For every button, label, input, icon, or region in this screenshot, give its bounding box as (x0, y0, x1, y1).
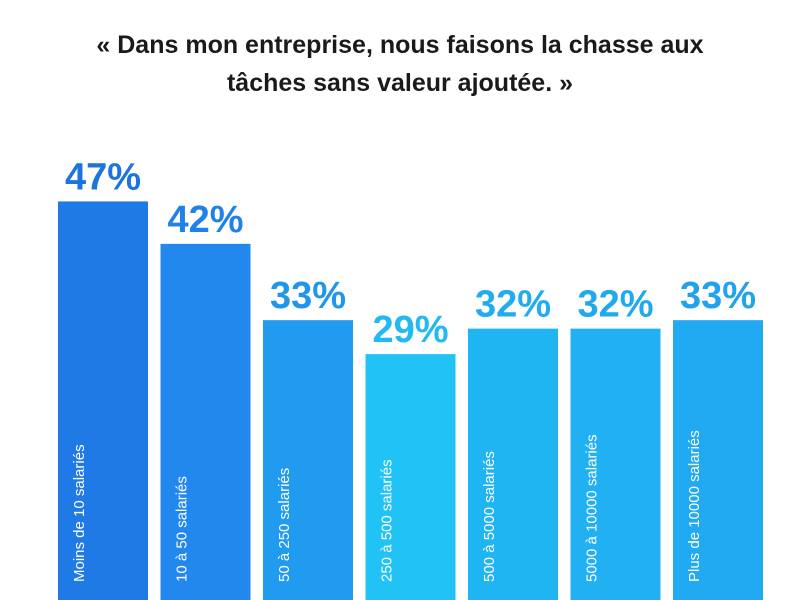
value-label-2: 42% (167, 199, 243, 241)
value-label-7: 33% (680, 275, 756, 317)
category-label-5: 500 à 5000 salariés (481, 451, 498, 582)
chart-title-line-2: tâches sans valeur ajoutée. » (226, 69, 573, 97)
value-label-3: 33% (270, 275, 346, 317)
value-label-6: 32% (577, 284, 653, 326)
bar-6 (570, 328, 661, 600)
category-label-2: 10 à 50 salariés (174, 476, 191, 582)
category-label-3: 50 à 250 salariés (276, 468, 293, 582)
value-label-4: 29% (372, 309, 448, 351)
bar-1 (58, 201, 148, 600)
bar-4 (365, 354, 456, 600)
bar-3 (263, 320, 353, 600)
value-label-5: 32% (475, 284, 551, 326)
bar-2 (160, 243, 251, 600)
category-label-6: 5000 à 10000 salariés (584, 434, 601, 582)
category-label-4: 250 à 500 salariés (379, 459, 396, 582)
chart-title-line-1: « Dans mon entreprise, nous faisons la c… (96, 31, 704, 59)
category-label-7: Plus de 10000 salariés (686, 430, 703, 582)
value-label-1: 47% (65, 156, 141, 198)
bar-5 (468, 328, 558, 600)
bar-7 (673, 320, 763, 600)
chart-title: « Dans mon entreprise, nous faisons la c… (0, 26, 800, 102)
category-label-1: Moins de 10 salariés (71, 444, 88, 582)
